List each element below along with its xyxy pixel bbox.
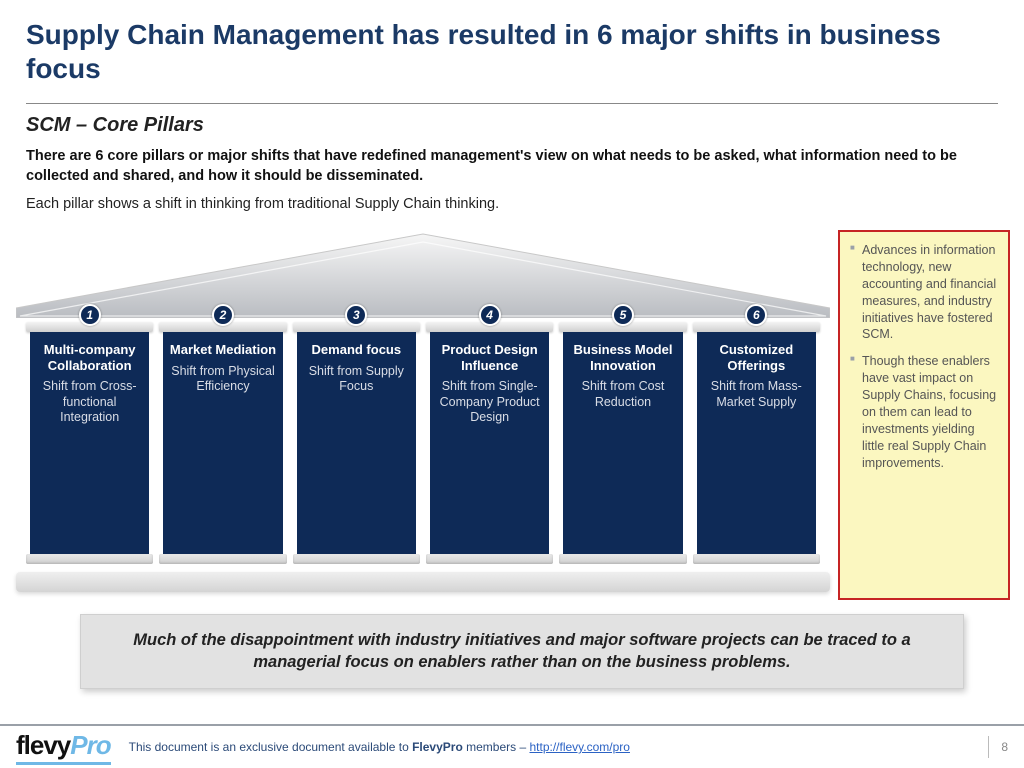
pillar-base [26, 554, 153, 564]
pillar-name: Product Design Influence [436, 342, 543, 373]
pillar-base [559, 554, 686, 564]
pillar-shift: Shift from Single-Company Product Design [436, 379, 543, 426]
pillar-name: Demand focus [303, 342, 410, 358]
footer-bold: FlevyPro [412, 740, 463, 754]
pillar-badge: 1 [79, 304, 101, 326]
pillar-badge: 4 [479, 304, 501, 326]
temple-roof [16, 230, 830, 318]
slide-title: Supply Chain Management has resulted in … [26, 18, 998, 85]
temple-foundation [16, 572, 830, 592]
slide-footer: flevyPro This document is an exclusive d… [0, 724, 1024, 768]
pillar-badge: 3 [345, 304, 367, 326]
pillar-name: Business Model Innovation [569, 342, 676, 373]
pillar-3: 3Demand focusShift from Supply Focus [297, 322, 416, 564]
logo-text-b: Pro [70, 730, 110, 760]
logo-text-a: flevy [16, 730, 70, 760]
footer-text: This document is an exclusive document a… [129, 740, 630, 754]
pillar-name: Market Mediation [169, 342, 276, 358]
pillar-name: Customized Offerings [703, 342, 810, 373]
pillar-body: Business Model Innovation Shift from Cost… [563, 332, 682, 554]
side-note-item: Though these enablers have vast impact o… [850, 353, 998, 471]
pillar-4: 4Product Design InfluenceShift from Sing… [430, 322, 549, 564]
pillar-shift: Shift from Physical Efficiency [169, 364, 276, 395]
page-number: 8 [1001, 740, 1008, 754]
pillar-5: 5Business Model InnovationShift from Cos… [563, 322, 682, 564]
pillars-temple: 1 Multi-company Collaboration Shift from C… [16, 230, 830, 600]
pillar-base [693, 554, 820, 564]
pillar-shift: Shift from Supply Focus [303, 364, 410, 395]
pillar-shift: Shift from Cross-functional Integration [36, 379, 143, 426]
pillar-shift: Shift from Mass-Market Supply [703, 379, 810, 410]
intro-regular: Each pillar shows a shift in thinking fr… [0, 188, 1024, 212]
pillar-shift: Shift from Cost Reduction [569, 379, 676, 410]
pillar-badge: 6 [745, 304, 767, 326]
footer-post: members – [463, 740, 530, 754]
side-note-box: Advances in information technology, new … [838, 230, 1010, 600]
pillar-body: Customized Offerings Shift from Mass-Mark… [697, 332, 816, 554]
pillar-body: Product Design Influence Shift from Singl… [430, 332, 549, 554]
pillar-base [426, 554, 553, 564]
pillar-6: 6Customized OfferingsShift from Mass-Mar… [697, 322, 816, 564]
pillar-name: Multi-company Collaboration [36, 342, 143, 373]
footer-separator [988, 736, 989, 758]
side-note-item: Advances in information technology, new … [850, 242, 998, 343]
pillar-base [293, 554, 420, 564]
pillar-2: 2Market MediationShift from Physical Eff… [163, 322, 282, 564]
slide-subtitle: SCM – Core Pillars [0, 104, 1024, 143]
pillar-body: Demand focus Shift from Supply Focus [297, 332, 416, 554]
footer-link[interactable]: http://flevy.com/pro [529, 740, 629, 754]
pillar-1: 1Multi-company CollaborationShift from C… [30, 322, 149, 564]
pillar-body: Market Mediation Shift from Physical Effi… [163, 332, 282, 554]
logo: flevyPro [16, 730, 111, 765]
pillar-badge: 2 [212, 304, 234, 326]
intro-bold: There are 6 core pillars or major shifts… [0, 143, 1024, 188]
callout-box: Much of the disappointment with industry… [80, 614, 964, 689]
footer-pre: This document is an exclusive document a… [129, 740, 412, 754]
pillar-body: Multi-company Collaboration Shift from Cr… [30, 332, 149, 554]
pillar-badge: 5 [612, 304, 634, 326]
pillar-base [159, 554, 286, 564]
